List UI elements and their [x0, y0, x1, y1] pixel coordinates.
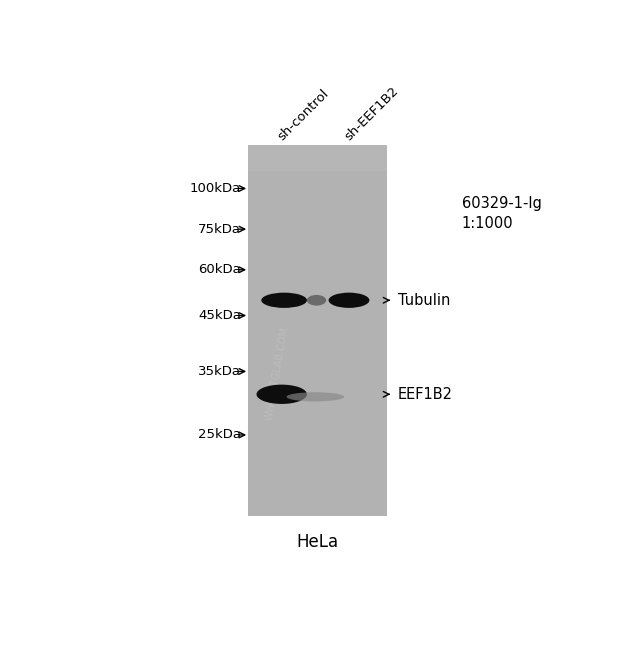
Text: 60kDa: 60kDa [198, 263, 241, 277]
Text: 75kDa: 75kDa [198, 222, 241, 236]
Text: 25kDa: 25kDa [198, 428, 241, 442]
Text: WWW.PTGLAB.COM: WWW.PTGLAB.COM [264, 326, 290, 422]
Bar [248, 145, 388, 171]
Text: Tubulin: Tubulin [398, 293, 450, 308]
Ellipse shape [307, 295, 326, 306]
Ellipse shape [257, 385, 307, 404]
Text: 45kDa: 45kDa [198, 309, 241, 322]
Ellipse shape [261, 292, 307, 308]
Text: 100kDa: 100kDa [190, 182, 241, 195]
FancyBboxPatch shape [248, 145, 388, 516]
Ellipse shape [329, 292, 370, 308]
Text: EEF1B2: EEF1B2 [398, 387, 453, 402]
Text: 35kDa: 35kDa [198, 365, 241, 378]
Ellipse shape [286, 392, 344, 401]
Text: sh-EEF1B2: sh-EEF1B2 [342, 84, 401, 143]
Text: 60329-1-Ig
1:1000: 60329-1-Ig 1:1000 [462, 196, 542, 231]
Text: sh-control: sh-control [275, 86, 331, 143]
Text: HeLa: HeLa [297, 533, 339, 550]
